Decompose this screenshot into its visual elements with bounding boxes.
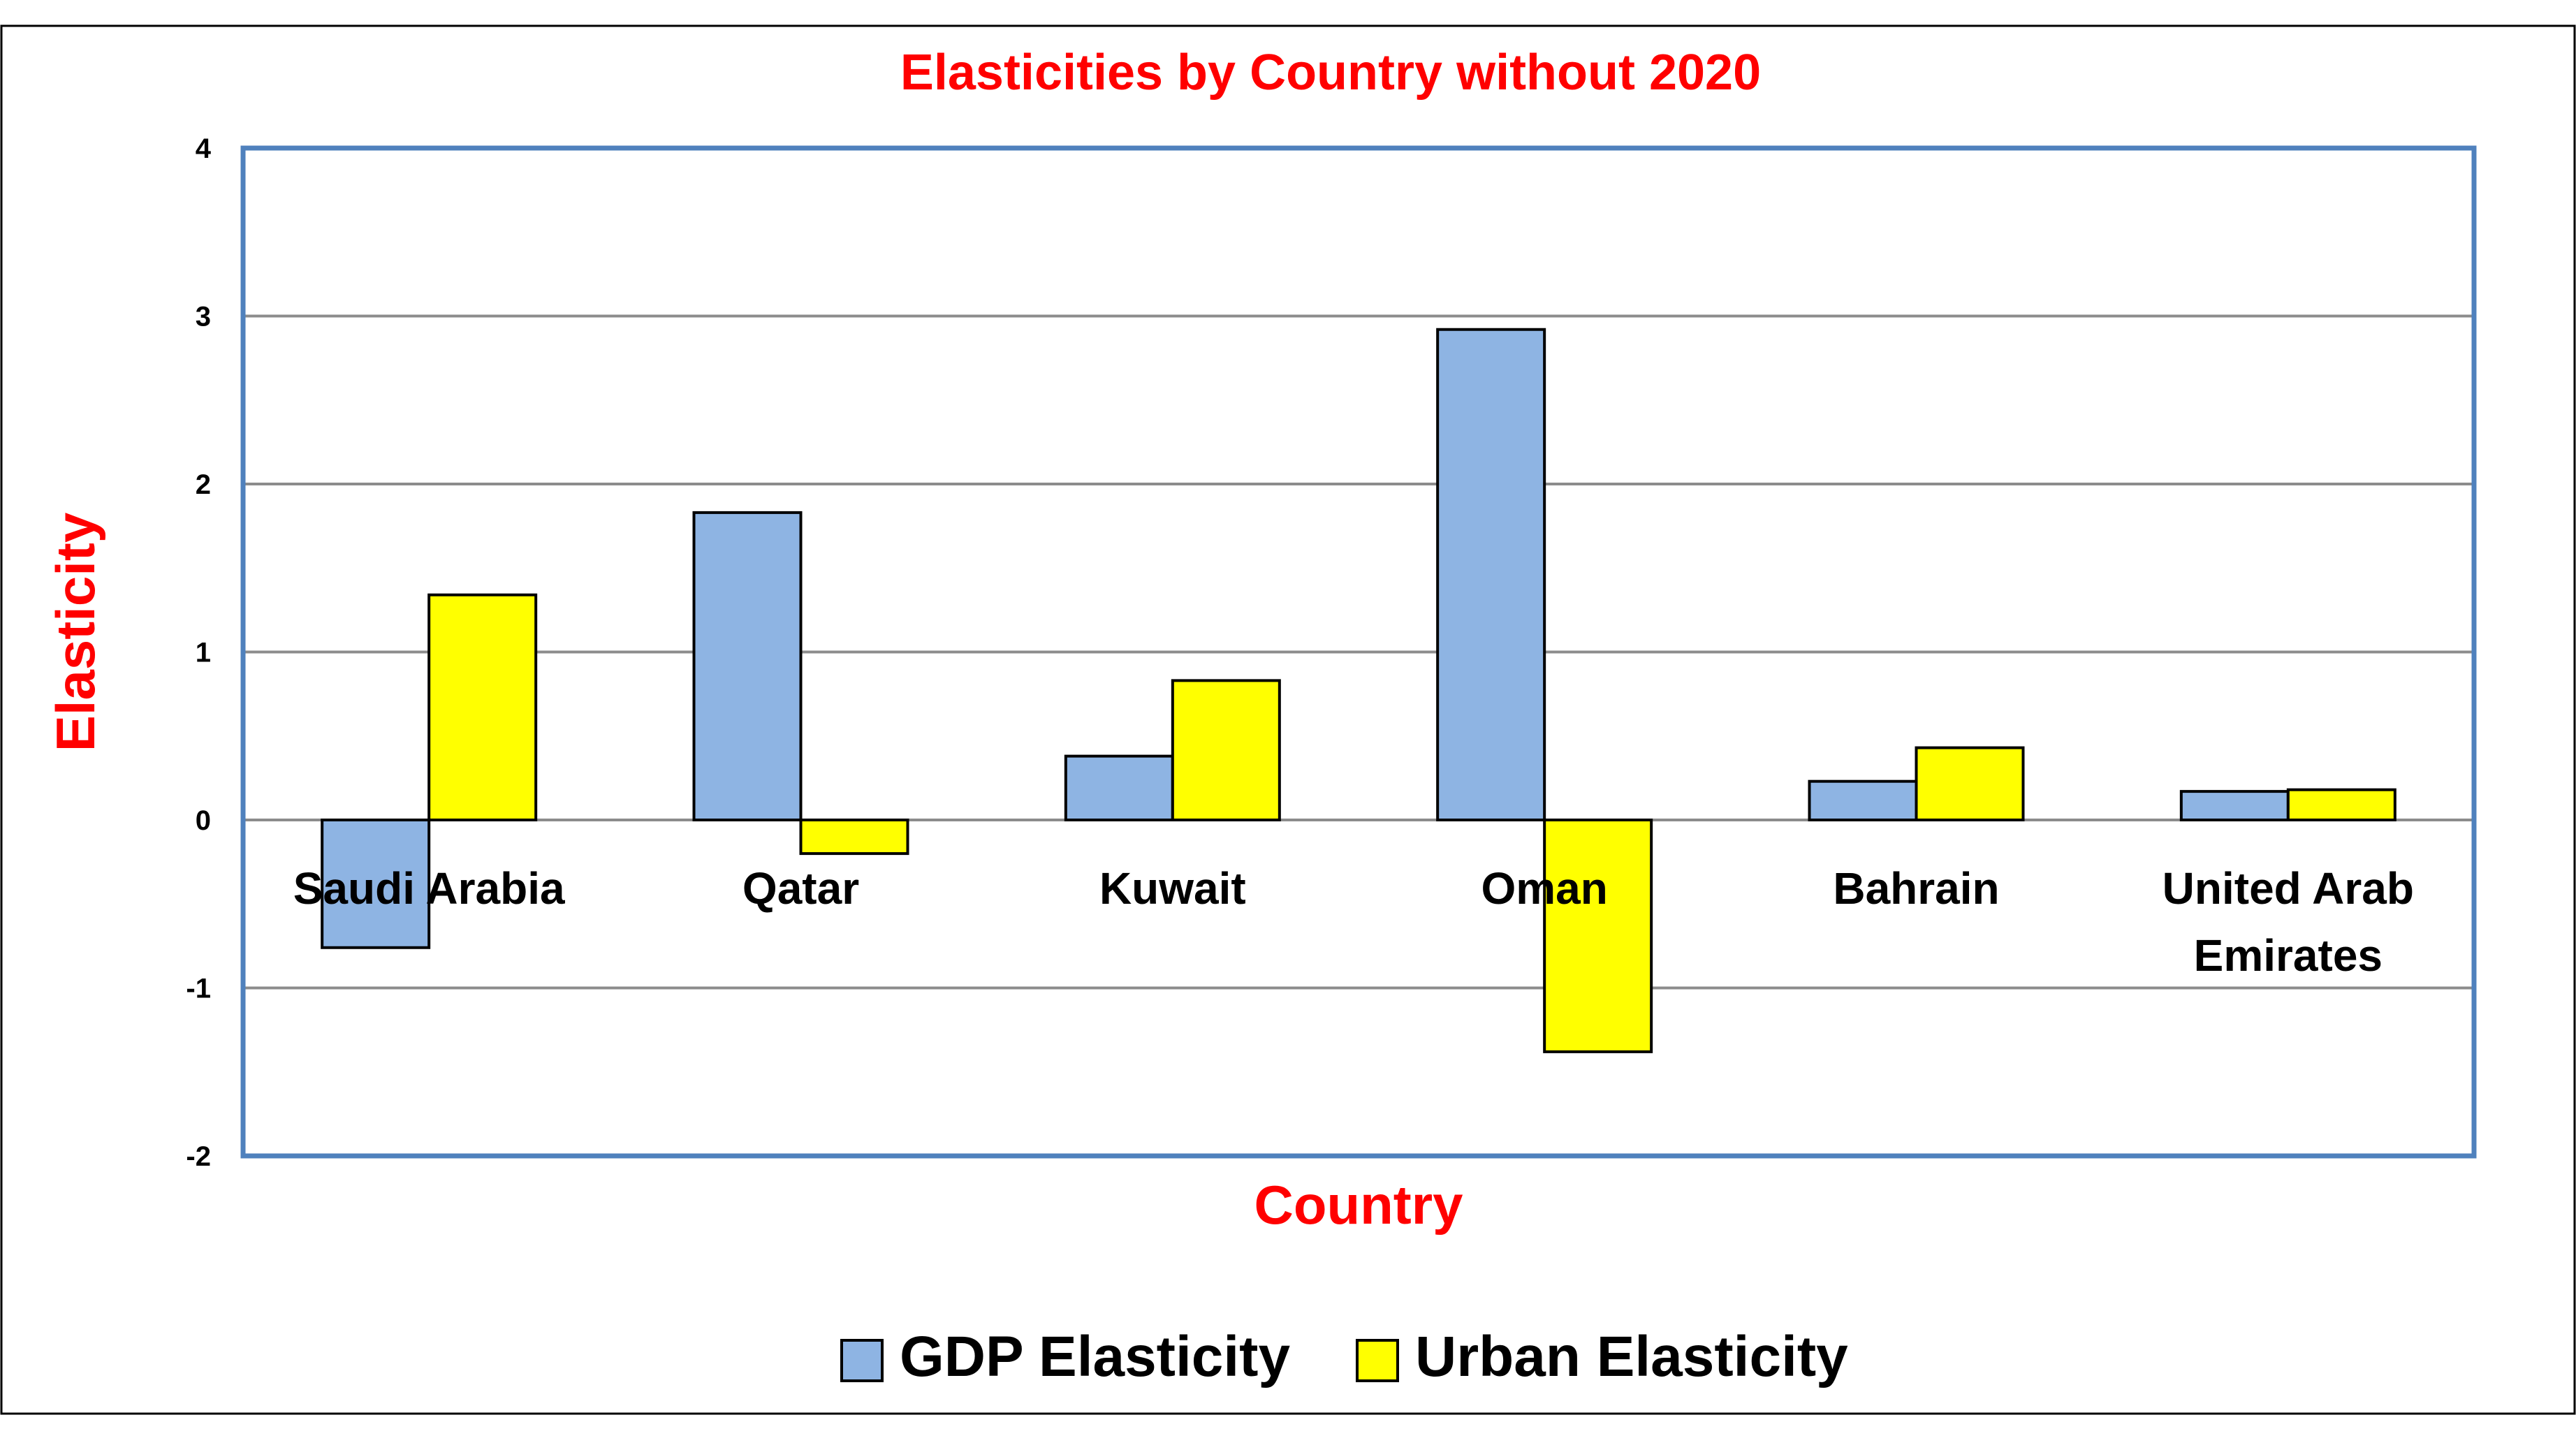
y-tick-label: 4 — [196, 133, 212, 164]
x-category-label: Bahrain — [1833, 863, 1999, 914]
plot-area-border — [240, 145, 2477, 1159]
y-tick-label: 1 — [196, 638, 211, 668]
bar-urban-5 — [2286, 788, 2396, 821]
bars — [321, 328, 2396, 1053]
legend-label-urban: Urban Elasticity — [1415, 1325, 1848, 1388]
legend-label-gdp: GDP Elasticity — [900, 1325, 1290, 1388]
y-axis-ticks: -2 -1 0 1 2 3 4 — [186, 133, 211, 1172]
bar-urban-1 — [799, 819, 909, 856]
bar-gdp-5 — [2179, 790, 2290, 821]
bar-gdp-3 — [1436, 328, 1546, 821]
y-axis-label: Elasticity — [45, 513, 106, 752]
bar-gdp-0 — [321, 819, 431, 949]
bar-gdp-4 — [1808, 779, 1918, 822]
chart-title: Elasticities by Country without 2020 — [900, 45, 1761, 101]
bar-urban-2 — [1171, 679, 1281, 822]
y-tick-label: -1 — [186, 974, 211, 1004]
x-category-label: Saudi Arabia — [293, 863, 565, 914]
y-tick-label: -2 — [186, 1141, 211, 1172]
legend: GDP Elasticity Urban Elasticity — [840, 1325, 1848, 1388]
bar-urban-0 — [427, 593, 538, 821]
legend-swatch-urban — [1356, 1339, 1399, 1382]
y-tick-label: 3 — [196, 302, 211, 332]
x-category-label: Qatar — [742, 863, 859, 914]
bar-gdp-2 — [1064, 754, 1174, 821]
x-category-label: Kuwait — [1099, 863, 1246, 914]
x-axis-categories: Saudi Arabia Qatar Kuwait Oman Bahrain United… — [293, 863, 2414, 981]
bar-urban-3 — [1543, 819, 1653, 1053]
bar-urban-4 — [1915, 746, 2025, 821]
x-category-label: United Arab — [2162, 863, 2414, 914]
gridlines — [243, 314, 2474, 990]
y-tick-label: 0 — [196, 805, 211, 836]
x-category-label: Oman — [1481, 863, 1607, 914]
y-tick-label: 2 — [196, 469, 211, 500]
legend-swatch-gdp — [840, 1339, 884, 1382]
bar-gdp-1 — [692, 511, 803, 821]
x-category-label: Emirates — [2194, 930, 2383, 981]
x-axis-label: Country — [1254, 1174, 1463, 1236]
